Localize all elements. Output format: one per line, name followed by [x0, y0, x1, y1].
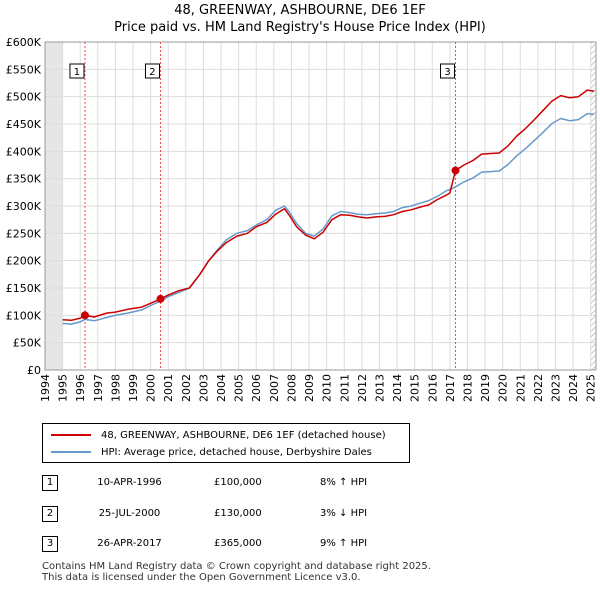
x-tick-label: 2008	[285, 374, 298, 402]
footer-attribution: Contains HM Land Registry data © Crown c…	[42, 561, 431, 583]
table-row: 1 10-APR-1996 £100,000 8% ↑ HPI	[42, 475, 542, 493]
legend-swatch-property	[51, 434, 91, 436]
x-tick-label: 2006	[250, 374, 263, 402]
x-tick-label: 2014	[391, 374, 404, 402]
x-tick-label: 2019	[479, 374, 492, 402]
x-tick-label: 2003	[197, 374, 210, 402]
x-tick-label: 2002	[180, 374, 193, 402]
x-tick-label: 2020	[497, 374, 510, 402]
legend-item-hpi: HPI: Average price, detached house, Derb…	[51, 445, 372, 459]
table-row: 2 25-JUL-2000 £130,000 3% ↓ HPI	[42, 506, 542, 524]
x-tick-label: 2004	[215, 374, 228, 402]
sale-box-3	[440, 63, 456, 79]
sale-hpi-diff: 8% ↑ HPI	[320, 477, 368, 488]
x-tick-label: 2013	[373, 374, 386, 402]
x-tick-label: 1998	[109, 374, 122, 402]
y-tick-label: £550K	[6, 63, 42, 76]
table-row: 3 26-APR-2017 £365,000 9% ↑ HPI	[42, 536, 542, 554]
y-tick-label: £350K	[6, 173, 42, 186]
x-tick-label: 2016	[426, 374, 439, 402]
x-tick-label: 1994	[39, 374, 52, 402]
y-tick-label: £450K	[6, 118, 42, 131]
y-tick-label: £50K	[13, 337, 42, 350]
legend-label-property: 48, GREENWAY, ASHBOURNE, DE6 1EF (detach…	[101, 429, 386, 441]
sale-marker-3: 3	[42, 536, 58, 552]
y-tick-label: £400K	[6, 145, 42, 158]
x-tick-label: 2023	[550, 374, 563, 402]
y-tick-label: £300K	[6, 200, 42, 213]
y-tick-label: £100K	[6, 309, 42, 322]
x-tick-label: 2005	[233, 374, 246, 402]
sale-point-2	[156, 294, 165, 303]
x-tick-label: 2017	[444, 374, 457, 402]
x-tick-label: 2021	[514, 374, 527, 402]
x-tick-label: 2022	[532, 374, 545, 402]
sale-box-2	[144, 63, 160, 79]
x-tick-label: 2000	[145, 374, 158, 402]
x-tick-label: 2024	[567, 374, 580, 402]
sale-point-1	[80, 311, 89, 320]
x-tick-label: 2025	[585, 374, 598, 402]
x-tick-label: 2011	[338, 374, 351, 402]
plot-frame	[44, 41, 597, 371]
y-tick-label: £600K	[6, 36, 42, 49]
y-tick-label: £200K	[6, 255, 42, 268]
footer-line-1: Contains HM Land Registry data © Crown c…	[42, 561, 431, 572]
x-tick-label: 2001	[162, 374, 175, 402]
y-tick-label: £500K	[6, 91, 42, 104]
footer-line-2: This data is licensed under the Open Gov…	[42, 572, 361, 583]
sale-date: 10-APR-1996	[97, 477, 162, 488]
sale-price: £365,000	[214, 538, 262, 549]
x-tick-label: 1996	[74, 374, 87, 402]
x-tick-label: 2010	[321, 374, 334, 402]
sale-price: £130,000	[214, 508, 262, 519]
sale-marker-2: 2	[42, 506, 58, 522]
y-tick-label: £0	[27, 364, 41, 377]
x-tick-label: 2015	[409, 374, 422, 402]
sale-box-label-2: 2	[149, 67, 155, 78]
legend: 48, GREENWAY, ASHBOURNE, DE6 1EF (detach…	[42, 423, 410, 463]
sale-marker-1: 1	[42, 475, 58, 491]
title-line-1: 48, GREENWAY, ASHBOURNE, DE6 1EF	[174, 3, 426, 18]
chart-title: 48, GREENWAY, ASHBOURNE, DE6 1EF Price p…	[0, 2, 600, 36]
x-tick-label: 2012	[356, 374, 369, 402]
y-tick-label: £250K	[6, 227, 42, 240]
sale-hpi-diff: 3% ↓ HPI	[320, 508, 368, 519]
x-tick-label: 1995	[57, 374, 70, 402]
sale-date: 26-APR-2017	[97, 538, 162, 549]
legend-label-hpi: HPI: Average price, detached house, Derb…	[101, 446, 372, 458]
x-tick-label: 2018	[461, 374, 474, 402]
sale-price: £100,000	[214, 477, 262, 488]
sale-hpi-diff: 9% ↑ HPI	[320, 538, 368, 549]
sale-date: 25-JUL-2000	[98, 508, 161, 519]
legend-item-property: 48, GREENWAY, ASHBOURNE, DE6 1EF (detach…	[51, 428, 386, 442]
y-tick-label: £150K	[6, 282, 42, 295]
x-tick-label: 1999	[127, 374, 140, 402]
x-tick-label: 1997	[92, 374, 105, 402]
sale-box-label-3: 3	[444, 67, 450, 78]
sale-box-label-1: 1	[74, 67, 80, 78]
legend-swatch-hpi	[51, 451, 91, 453]
sale-point-3	[451, 166, 460, 175]
x-tick-label: 2007	[268, 374, 281, 402]
title-line-2: Price paid vs. HM Land Registry's House …	[114, 20, 486, 35]
price-chart: £0 £50K £100K £150K £200K £250K £300K £350K £400…	[6, 36, 598, 402]
x-tick-label: 2009	[303, 374, 316, 402]
sale-box-1	[69, 63, 85, 79]
